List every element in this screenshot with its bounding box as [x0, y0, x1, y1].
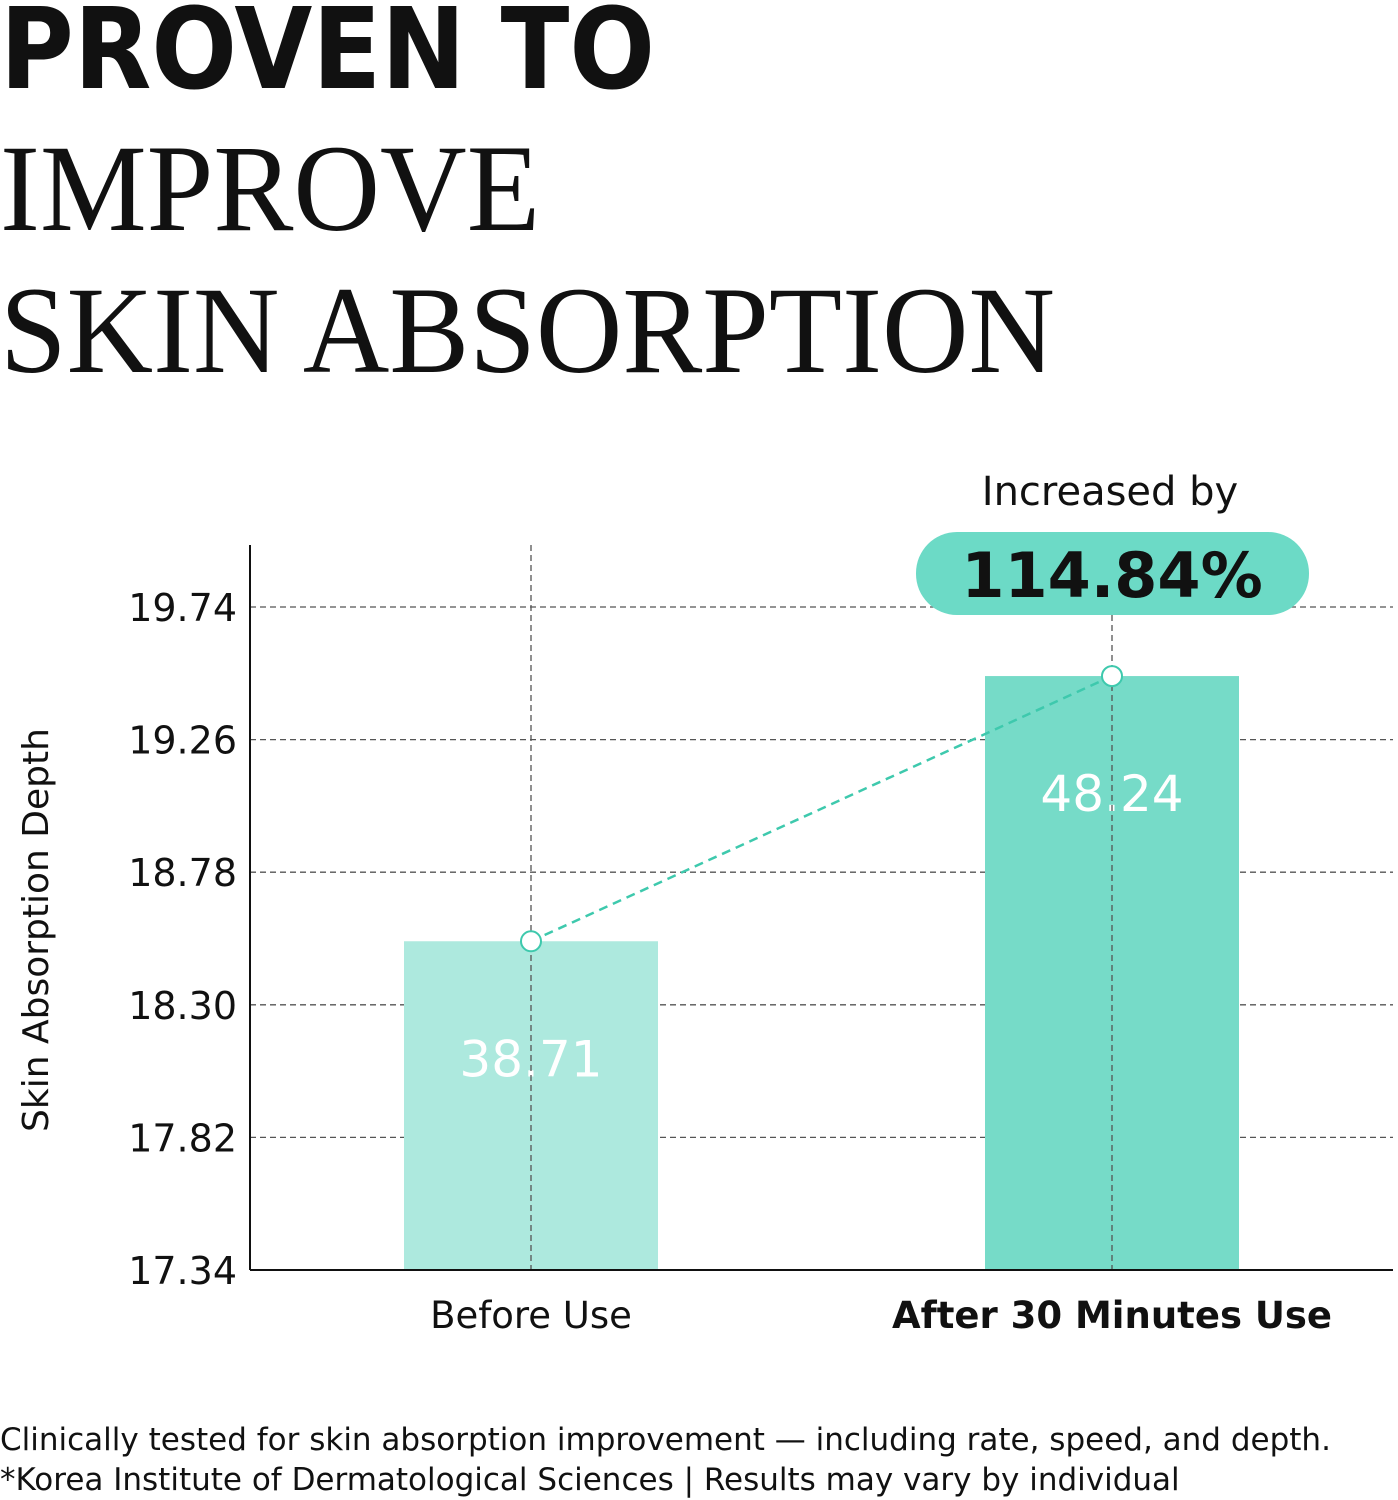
y-axis-label: Skin Absorption Depth	[16, 728, 57, 1132]
title-line: SKIN ABSORPTION	[0, 262, 1055, 399]
title-line: PROVEN TO	[0, 0, 655, 115]
badge	[916, 532, 1309, 615]
y-tick-label: 18.30	[128, 984, 237, 1028]
annotation-label: Increased by	[982, 469, 1238, 515]
x-tick-label: After 30 Minutes Use	[892, 1294, 1332, 1337]
y-tick-label: 18.78	[128, 851, 237, 895]
trend-line	[530, 674, 1113, 943]
point	[1101, 665, 1123, 688]
annotation-value: 114.84%	[961, 539, 1262, 612]
y-tick-label: 19.74	[128, 586, 237, 630]
point	[520, 930, 542, 953]
y-tick-label: 17.82	[128, 1116, 237, 1160]
y-tick-label: 17.34	[128, 1249, 237, 1293]
x-tick-label: Before Use	[430, 1294, 632, 1337]
note: Clinically tested for skin absorption im…	[0, 1422, 1331, 1458]
bar-label: 48.24	[1040, 765, 1183, 823]
note: *Korea Institute of Dermatological Scien…	[0, 1462, 1180, 1498]
y-tick-label: 19.26	[128, 719, 237, 763]
title-line: IMPROVE	[0, 120, 540, 257]
